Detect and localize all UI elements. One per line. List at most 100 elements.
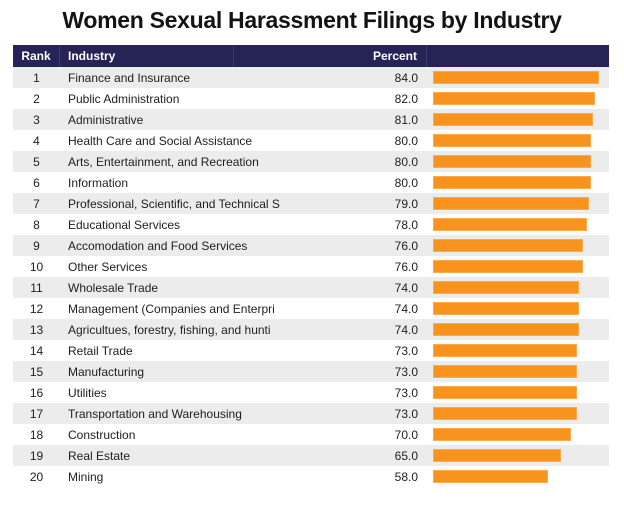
bar-cell — [427, 151, 609, 172]
industry-cell: Utilities — [68, 385, 107, 400]
industry-cell: Manufacturing — [68, 364, 145, 379]
table-row: 11 Wholesale Trade 74.0 — [13, 277, 609, 298]
bar-cell — [427, 172, 609, 193]
bar-cell — [427, 298, 609, 319]
rank-cell: 12 — [29, 301, 44, 316]
percent-bar — [433, 176, 591, 189]
column-header-rank: Rank — [13, 45, 60, 67]
percent-cell: 76.0 — [394, 238, 418, 253]
bar-cell — [427, 130, 609, 151]
percent-bar — [433, 470, 548, 483]
column-header-bars — [427, 45, 609, 67]
percent-cell: 74.0 — [394, 280, 418, 295]
table-row: 2 Public Administration 82.0 — [13, 88, 609, 109]
industry-cell: Information — [68, 175, 129, 190]
percent-cell: 70.0 — [394, 427, 418, 442]
table-row: 17 Transportation and Warehousing 73.0 — [13, 403, 609, 424]
table-row: 1 Finance and Insurance 84.0 — [13, 67, 609, 88]
rank-cell: 10 — [29, 259, 44, 274]
rank-cell: 8 — [33, 217, 40, 232]
percent-cell: 74.0 — [394, 301, 418, 316]
industry-cell: Real Estate — [68, 448, 131, 463]
table-row: 8 Educational Services 78.0 — [13, 214, 609, 235]
percent-cell: 84.0 — [394, 70, 418, 85]
percent-bar — [433, 113, 593, 126]
rank-cell: 5 — [33, 154, 40, 169]
table-row: 5 Arts, Entertainment, and Recreation 80… — [13, 151, 609, 172]
industry-cell: Other Services — [68, 259, 148, 274]
bar-cell — [427, 382, 609, 403]
percent-bar — [433, 260, 583, 273]
percent-bar — [433, 386, 577, 399]
rank-cell: 3 — [33, 112, 40, 127]
percent-bar — [433, 218, 587, 231]
industry-cell: Transportation and Warehousing — [68, 406, 242, 421]
industry-cell: Arts, Entertainment, and Recreation — [68, 154, 259, 169]
table-row: 10 Other Services 76.0 — [13, 256, 609, 277]
rank-cell: 13 — [29, 322, 44, 337]
rank-cell: 1 — [33, 70, 40, 85]
table-row: 13 Agricultues, forestry, fishing, and h… — [13, 319, 609, 340]
percent-bar — [433, 239, 583, 252]
percent-cell: 73.0 — [394, 343, 418, 358]
percent-cell: 76.0 — [394, 259, 418, 274]
bar-cell — [427, 424, 609, 445]
percent-cell: 65.0 — [394, 448, 418, 463]
percent-cell: 73.0 — [394, 364, 418, 379]
industry-cell: Accomodation and Food Services — [68, 238, 248, 253]
rank-cell: 14 — [29, 343, 44, 358]
rank-cell: 20 — [29, 469, 44, 484]
bar-cell — [427, 214, 609, 235]
rank-cell: 6 — [33, 175, 40, 190]
percent-cell: 58.0 — [394, 469, 418, 484]
percent-bar — [433, 302, 579, 315]
rank-cell: 16 — [29, 385, 44, 400]
percent-bar — [433, 407, 577, 420]
percent-bar — [433, 428, 571, 441]
table-row: 4 Health Care and Social Assistance 80.0 — [13, 130, 609, 151]
industry-cell: Public Administration — [68, 91, 180, 106]
percent-bar — [433, 71, 599, 84]
rank-cell: 17 — [29, 406, 44, 421]
bar-cell — [427, 445, 609, 466]
rank-cell: 19 — [29, 448, 44, 463]
bar-cell — [427, 466, 609, 487]
bar-cell — [427, 256, 609, 277]
rank-cell: 7 — [33, 196, 40, 211]
table-body: 1 Finance and Insurance 84.0 2 Public Ad… — [13, 67, 609, 487]
percent-bar — [433, 323, 579, 336]
table-row: 3 Administrative 81.0 — [13, 109, 609, 130]
bar-cell — [427, 361, 609, 382]
bar-cell — [427, 277, 609, 298]
percent-cell: 73.0 — [394, 406, 418, 421]
rank-cell: 4 — [33, 133, 40, 148]
percent-bar — [433, 155, 591, 168]
bar-cell — [427, 340, 609, 361]
rank-cell: 18 — [29, 427, 44, 442]
table-row: 15 Manufacturing 73.0 — [13, 361, 609, 382]
percent-cell: 82.0 — [394, 91, 418, 106]
percent-cell: 79.0 — [394, 196, 418, 211]
bar-cell — [427, 109, 609, 130]
page-title: Women Sexual Harassment Filings by Indus… — [62, 7, 562, 33]
percent-bar — [433, 344, 577, 357]
bar-cell — [427, 319, 609, 340]
table-row: 19 Real Estate 65.0 — [13, 445, 609, 466]
table-header-row: Rank Industry Percent — [13, 45, 609, 67]
percent-bar — [433, 365, 577, 378]
industry-table: Rank Industry Percent 1 Finance and Insu… — [13, 45, 609, 487]
rank-cell: 15 — [29, 364, 44, 379]
percent-cell: 73.0 — [394, 385, 418, 400]
industry-cell: Finance and Insurance — [68, 70, 191, 85]
industry-cell: Management (Companies and Enterpri — [68, 301, 275, 316]
industry-cell: Wholesale Trade — [68, 280, 159, 295]
table-row: 12 Management (Companies and Enterpri 74… — [13, 298, 609, 319]
percent-bar — [433, 449, 561, 462]
percent-cell: 78.0 — [394, 217, 418, 232]
industry-cell: Health Care and Social Assistance — [68, 133, 253, 148]
column-header-percent: Percent — [234, 45, 427, 67]
bar-cell — [427, 193, 609, 214]
percent-cell: 80.0 — [394, 154, 418, 169]
industry-cell: Professional, Scientific, and Technical … — [68, 196, 280, 211]
bar-cell — [427, 88, 609, 109]
